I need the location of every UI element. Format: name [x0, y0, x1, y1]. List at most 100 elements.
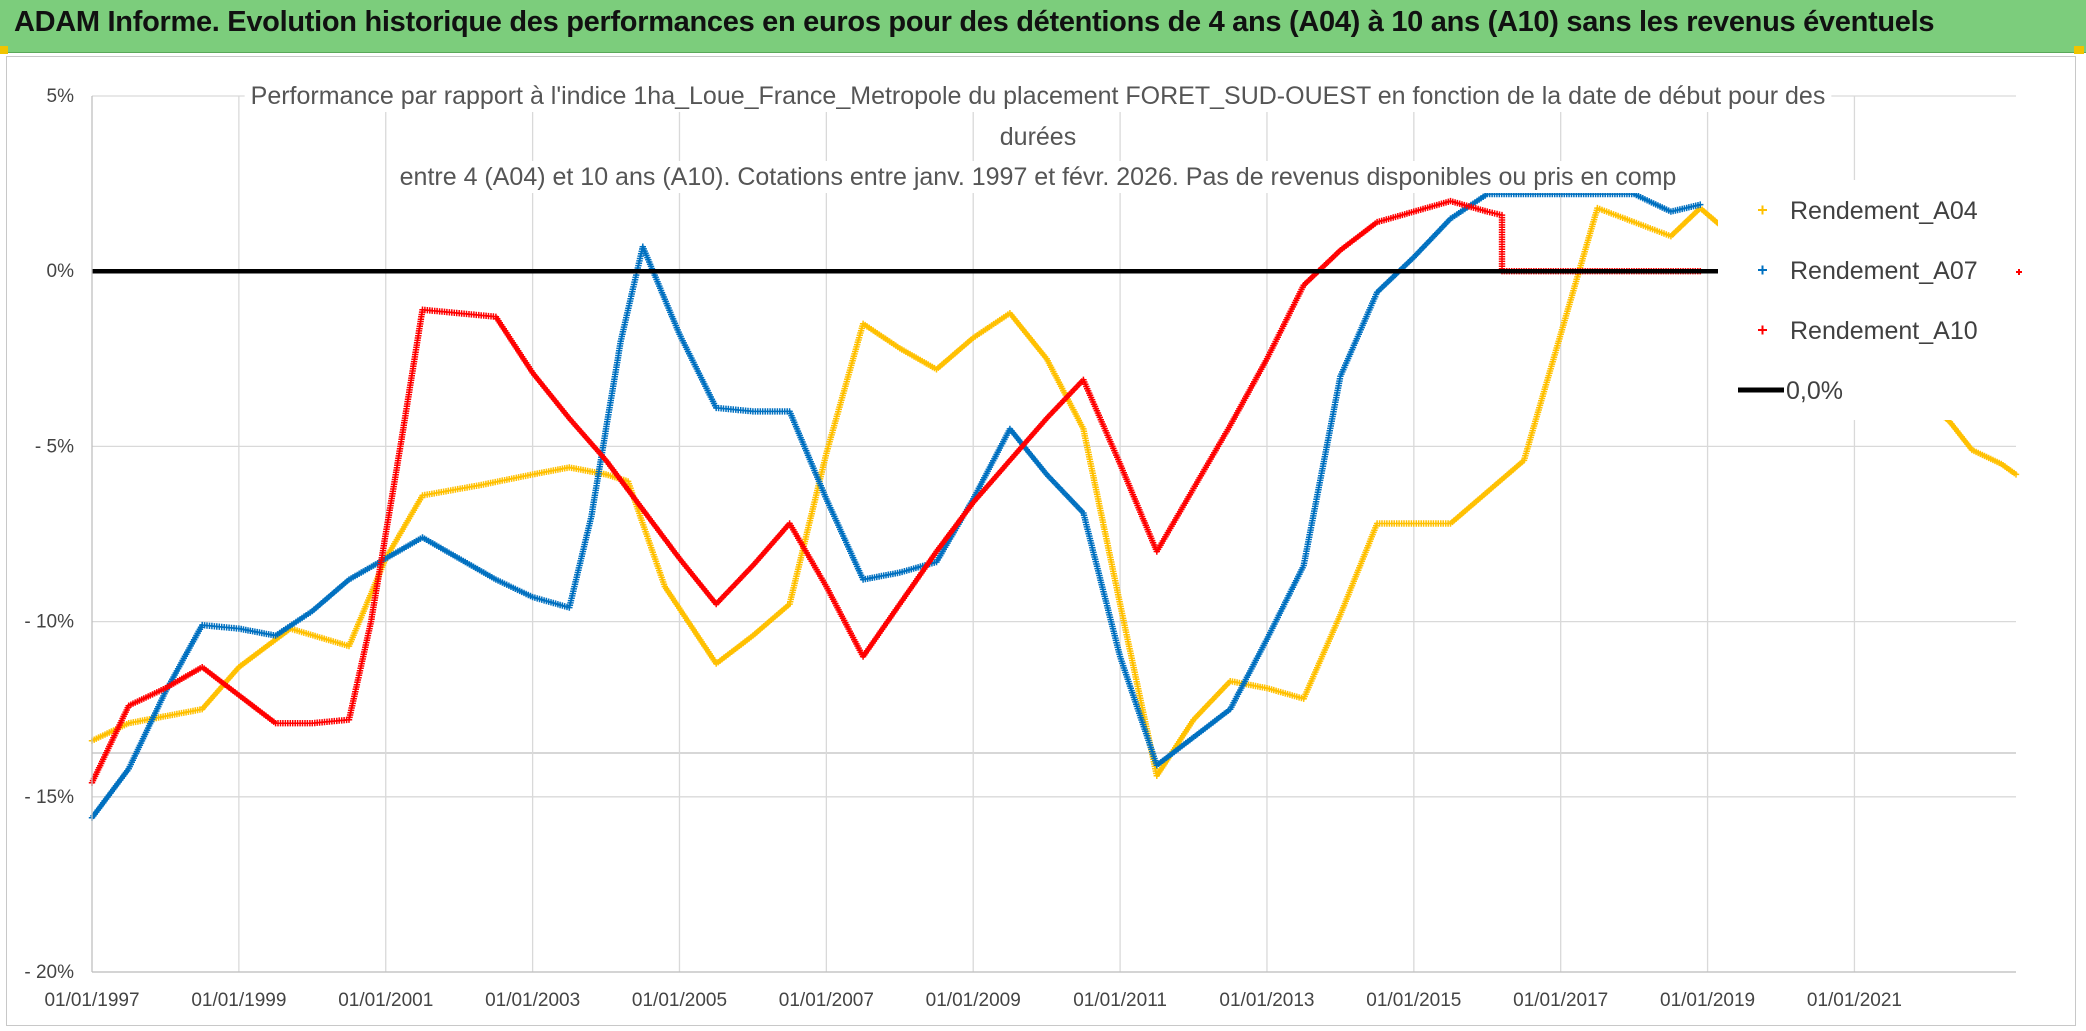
series-segment [1410, 217, 1453, 261]
series-segment [199, 665, 241, 713]
series-segment [309, 577, 351, 615]
series-segment [1227, 357, 1269, 429]
y-tick-label: - 10% [24, 612, 74, 633]
series-segment [1410, 198, 1452, 215]
chart-title-line: durées [1000, 123, 1076, 151]
stray-marker [2016, 269, 2022, 275]
series-segment [419, 534, 461, 561]
series-segment [1190, 707, 1232, 741]
series-segment [1410, 520, 1452, 527]
series-segment [896, 345, 938, 372]
series-segment [661, 583, 719, 665]
series-segment [588, 340, 624, 520]
series-segment [1373, 520, 1415, 527]
series-segment [749, 408, 791, 415]
series-segment [382, 494, 425, 562]
series-segment [1594, 204, 1635, 225]
series-segment [1190, 424, 1233, 492]
series-rendement-a10 [88, 197, 1704, 786]
series-segment [1116, 653, 1160, 767]
legend-label: Rendement_A07 [1790, 257, 1978, 285]
series-segment [419, 306, 460, 317]
series-segment [1520, 333, 1564, 464]
title-backdrop-line [993, 121, 1083, 153]
series-layer [88, 190, 2020, 821]
series-segment [419, 482, 483, 499]
series-segment [713, 404, 754, 415]
series-segment [1043, 471, 1085, 515]
x-tick-label: 01/01/2019 [1660, 990, 1755, 1011]
series-segment [566, 415, 608, 462]
series-segment [859, 320, 901, 351]
series-segment [1263, 564, 1306, 643]
title-backdrop-line [393, 161, 1683, 193]
chart-title: Performance par rapport à l'indice 1ha_L… [251, 82, 1826, 191]
series-segment [1557, 207, 1600, 338]
x-tick-label: 01/01/2021 [1807, 990, 1902, 1011]
series-segment [1447, 490, 1489, 527]
x-tick-label: 01/01/2015 [1366, 990, 1461, 1011]
legend-label: Rendement_A10 [1790, 317, 1978, 345]
series-segment [492, 313, 535, 374]
series-segment [125, 690, 168, 772]
series-segment [859, 569, 901, 583]
corner-marker [2074, 46, 2084, 54]
series-segment [676, 555, 718, 606]
y-tick-label: 0% [47, 261, 75, 282]
series-segment [1946, 418, 1974, 452]
data-point [2012, 471, 2020, 478]
series-segment [1337, 522, 1380, 618]
x-tick-label: 01/01/2007 [779, 990, 874, 1011]
x-tick-label: 01/01/2017 [1513, 990, 1608, 1011]
series-segment [1006, 310, 1049, 361]
series-segment [933, 336, 975, 373]
series-segment [1484, 190, 1635, 198]
series-segment [1300, 375, 1344, 569]
series-segment [382, 535, 424, 562]
series-segment [713, 633, 755, 667]
report-title: ADAM Informe. Evolution historique des p… [14, 6, 1935, 38]
series-segment [287, 625, 350, 649]
series-segment [1006, 425, 1049, 476]
series-segment [1998, 460, 2018, 477]
series-segment [1006, 417, 1049, 464]
series-segment [1153, 735, 1195, 769]
series-segment [1630, 190, 1672, 214]
series-segment [125, 686, 167, 709]
x-tick-label: 01/01/2013 [1219, 990, 1314, 1011]
series-segment [1116, 600, 1160, 777]
series-segment [1337, 220, 1379, 254]
axes: 5% 0% - 5% - 10% - 15% - 20% 01/01/1997 01/01/1… [24, 86, 2016, 1011]
series-segment [1043, 378, 1085, 422]
series-segment [823, 583, 866, 658]
series-segment [456, 310, 497, 320]
series-segment [1263, 284, 1306, 362]
x-tick-label: 01/01/2001 [338, 990, 433, 1011]
title-backdrop-line [244, 80, 1832, 112]
series-segment [1447, 197, 1489, 215]
series-segment [1667, 206, 1702, 240]
legend-swatch [1758, 325, 1767, 335]
series-segment [1080, 425, 1123, 605]
series-segment [933, 501, 975, 555]
series-segment [823, 495, 866, 581]
y-tick-label: - 5% [35, 436, 74, 457]
series-segment [1080, 376, 1123, 465]
legend: Rendement_A04 Rendement_A07 Rendement_A10 0… [1718, 180, 2022, 420]
series-segment [162, 665, 204, 692]
legend-box [1718, 180, 2020, 420]
series-segment [1080, 509, 1123, 658]
x-tick-label: 01/01/1999 [191, 990, 286, 1011]
series-segment [1667, 202, 1702, 215]
series-segment [1373, 209, 1415, 226]
series-segment [125, 713, 167, 727]
series-segment [1630, 218, 1672, 239]
series-segment [1190, 679, 1232, 723]
report-banner: ADAM Informe. Evolution historique des p… [0, 0, 2086, 53]
series-segment [1116, 460, 1160, 553]
y-tick-label: - 15% [24, 787, 74, 808]
series-segment [367, 445, 404, 625]
series-segment [235, 692, 277, 725]
series-segment [1498, 211, 1506, 272]
